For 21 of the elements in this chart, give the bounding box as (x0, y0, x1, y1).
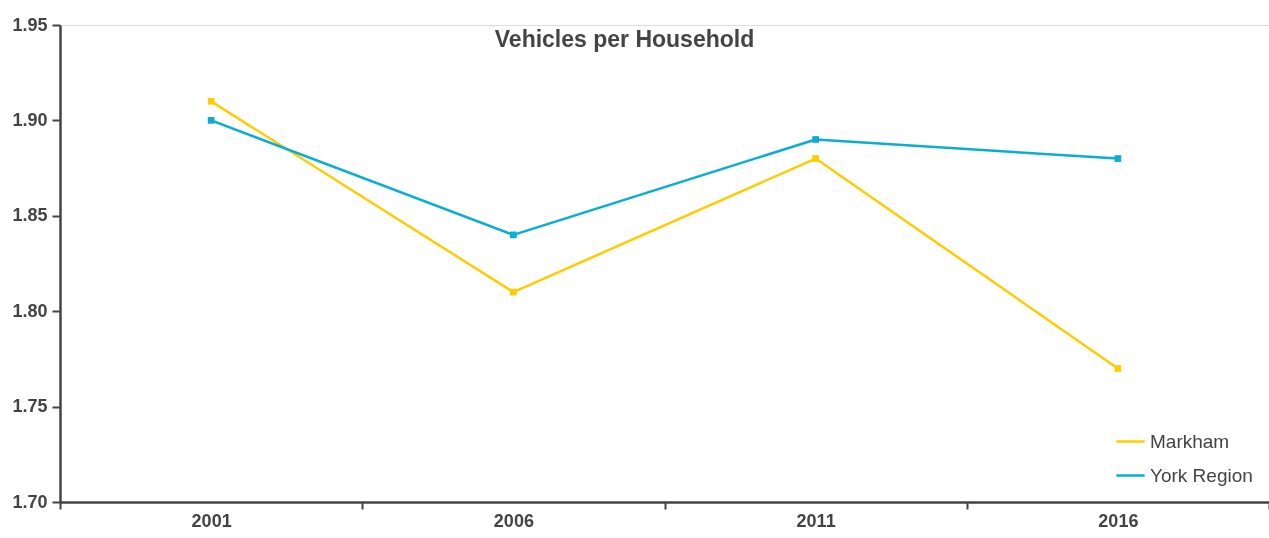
x-tick-label: 2006 (493, 510, 534, 531)
point (510, 231, 517, 239)
x-tick-label: 2001 (191, 510, 232, 531)
point (812, 155, 819, 162)
y-tick-label: 1.85 (12, 205, 48, 226)
point (812, 136, 819, 143)
chart-title: Vehicles per Household (494, 26, 755, 52)
x-tick-label: 2016 (1098, 510, 1139, 531)
y-tick-label: 1.80 (12, 300, 48, 321)
x-tick-label: 2011 (796, 510, 836, 531)
point (510, 288, 517, 296)
y-tick-label: 1.70 (12, 491, 48, 512)
y-tick-label: 1.90 (12, 109, 48, 130)
y-tick-label: 1.75 (12, 396, 48, 417)
legend-label: Markham (1150, 430, 1230, 452)
legend-label: York Region (1150, 464, 1253, 486)
y-tick-label: 1.95 (12, 14, 48, 35)
point (1114, 365, 1122, 372)
point (207, 117, 215, 124)
point (207, 97, 215, 105)
point (1114, 155, 1122, 162)
